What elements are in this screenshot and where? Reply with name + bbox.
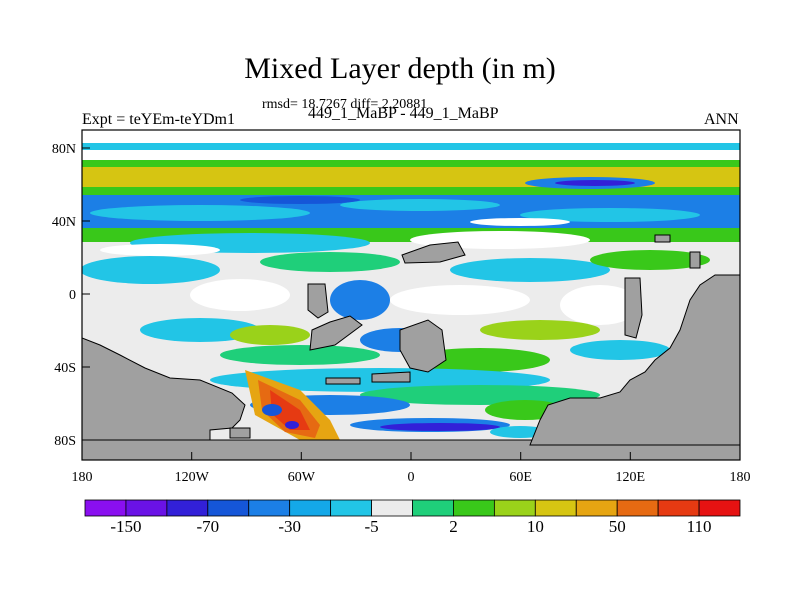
colorbar-swatch <box>248 499 291 517</box>
x-axis-labels: 180 120W 60W 0 60E 120E 180 <box>72 470 751 485</box>
colorbar <box>84 499 741 517</box>
y-tick-label: 80S <box>54 434 76 449</box>
y-tick-label: 40S <box>54 361 76 376</box>
colorbar-swatch <box>534 499 577 517</box>
x-tick-label: 60W <box>288 470 316 485</box>
colorbar-swatch <box>84 499 127 517</box>
axis-ticks <box>81 147 741 460</box>
colorbar-label: -150 <box>110 517 141 536</box>
colorbar-swatch <box>330 499 372 517</box>
colorbar-swatch <box>289 499 332 517</box>
plot-subtitle: 449_1_MaBP - 449_1_MaBP <box>308 105 499 122</box>
colorbar-label: -30 <box>278 517 301 536</box>
mld-field <box>82 130 740 460</box>
colorbar-swatch <box>657 499 700 517</box>
colorbar-label: -70 <box>196 517 219 536</box>
colorbar-swatch <box>207 499 250 517</box>
colorbar-swatch <box>412 499 454 517</box>
rmsd-diff-stats: rmsd= 18.7267 diff= 2.20881 <box>262 97 428 112</box>
colorbar-swatch <box>616 499 659 517</box>
colorbar-swatch <box>575 499 618 517</box>
plot-title: Mixed Layer depth (in m) <box>244 52 556 85</box>
y-tick-label: 40N <box>52 215 76 230</box>
colorbar-swatch <box>371 499 413 517</box>
x-tick-label: 0 <box>408 470 415 485</box>
colorbar-swatch <box>698 499 741 517</box>
x-tick-label: 120W <box>175 470 210 485</box>
colorbar-label: 2 <box>449 517 458 536</box>
experiment-label: Expt = teYEm-teYDm1 <box>82 111 235 128</box>
y-axis-labels: 80N 40N 0 40S 80S <box>52 142 76 449</box>
x-tick-label: 180 <box>72 470 93 485</box>
colorbar-labels: -150 -70 -30 -5 2 10 50 110 <box>110 517 711 536</box>
x-tick-label: 120E <box>616 470 646 485</box>
colorbar-label: 110 <box>687 517 712 536</box>
y-tick-label: 80N <box>52 142 76 157</box>
land-masses <box>82 234 740 460</box>
colorbar-swatch <box>493 499 536 517</box>
colorbar-label: 50 <box>609 517 626 536</box>
colorbar-swatch <box>453 499 495 517</box>
x-tick-label: 60E <box>509 470 532 485</box>
season-label: ANN <box>704 111 739 128</box>
x-tick-label: 180 <box>730 470 751 485</box>
y-tick-label: 0 <box>69 288 76 303</box>
colorbar-swatch <box>125 499 168 517</box>
colorbar-swatch <box>166 499 209 517</box>
colorbar-label: -5 <box>364 517 378 536</box>
colorbar-label: 10 <box>527 517 544 536</box>
